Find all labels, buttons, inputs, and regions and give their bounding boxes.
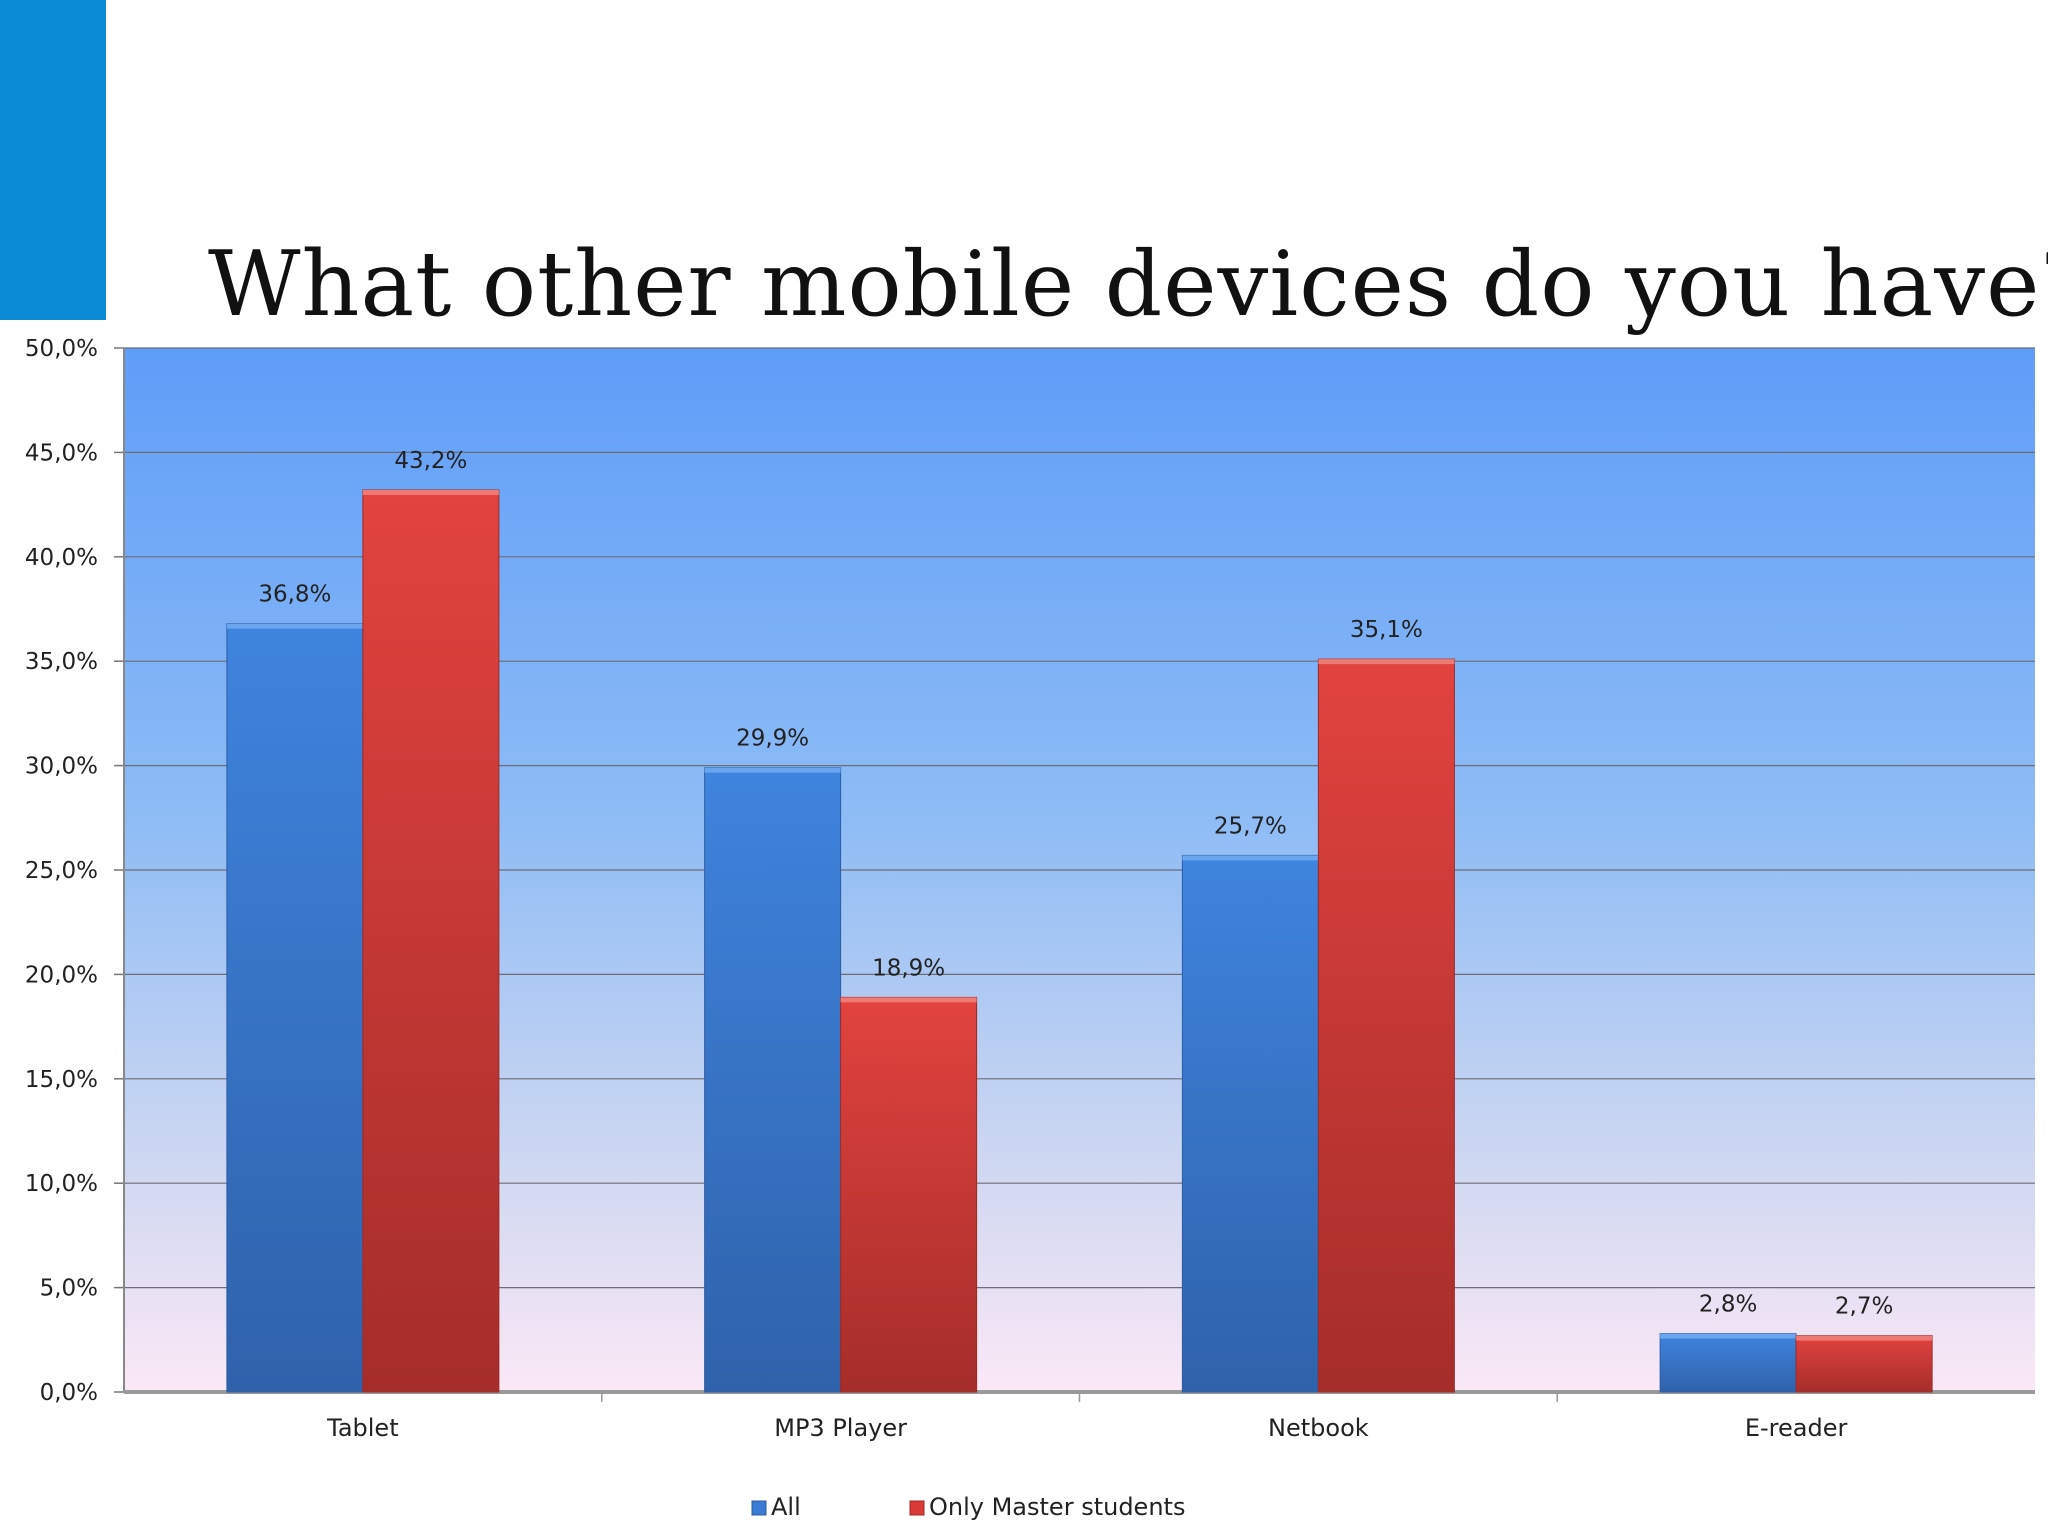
legend-label-all: All — [771, 1493, 801, 1521]
bar-master-tablet — [362, 489, 500, 1393]
data-label: 25,7% — [1214, 813, 1287, 839]
y-tick-label: 40,0% — [25, 545, 98, 571]
legend-label-master: Only Master students — [929, 1493, 1185, 1521]
accent-bar — [0, 0, 106, 320]
legend-swatch-master — [909, 1500, 925, 1516]
y-tick-label: 45,0% — [25, 440, 98, 466]
y-tick-label: 30,0% — [25, 754, 98, 780]
legend-swatch-all — [751, 1500, 767, 1516]
x-category-label: Netbook — [1268, 1414, 1369, 1442]
y-tick-label: 10,0% — [25, 1171, 98, 1197]
y-tick-label: 0,0% — [40, 1380, 98, 1406]
bar-master-netbook — [1317, 658, 1455, 1393]
y-tick-label: 25,0% — [25, 858, 98, 884]
slide-title: What other mobile devices do you have? — [208, 232, 2048, 337]
legend: All Only Master students — [751, 1493, 1185, 1521]
bar-top-highlight — [226, 623, 363, 629]
bar-all-mp3-player — [704, 767, 842, 1393]
bar-top-highlight — [704, 767, 841, 773]
x-category-label: Tablet — [326, 1414, 398, 1442]
data-label: 35,1% — [1350, 617, 1423, 643]
bar-all-e-reader — [1659, 1333, 1797, 1393]
data-label: 43,2% — [394, 448, 467, 474]
bar-top-highlight — [362, 489, 499, 495]
y-tick-label: 20,0% — [25, 962, 98, 988]
bar-all-netbook — [1181, 854, 1319, 1393]
bar-top-highlight — [1660, 1333, 1797, 1339]
data-label: 29,9% — [736, 726, 809, 752]
data-label: 18,9% — [872, 955, 945, 981]
bars — [226, 489, 1933, 1393]
data-label: 36,8% — [258, 582, 331, 608]
x-category-label: MP3 Player — [774, 1414, 907, 1442]
labels: 0,0% 5,0% 10,0% 15,0% 20,0% 25,0% 30,0% 35,0% 40… — [25, 336, 1893, 1442]
data-label: 2,7% — [1835, 1294, 1893, 1320]
bar-top-highlight — [840, 997, 977, 1003]
x-category-label: E-reader — [1745, 1414, 1848, 1442]
y-tick-label: 5,0% — [40, 1276, 98, 1302]
bar-all-tablet — [226, 623, 364, 1393]
y-tick-label: 50,0% — [25, 336, 98, 362]
bar-top-highlight — [1796, 1335, 1933, 1341]
data-label: 2,8% — [1699, 1292, 1757, 1318]
y-tick-label: 35,0% — [25, 649, 98, 675]
y-tick-label: 15,0% — [25, 1067, 98, 1093]
bar-top-highlight — [1318, 659, 1455, 665]
bar-master-e-reader — [1795, 1335, 1933, 1393]
bar-master-mp3-player — [840, 996, 978, 1393]
bar-top-highlight — [1182, 855, 1319, 861]
